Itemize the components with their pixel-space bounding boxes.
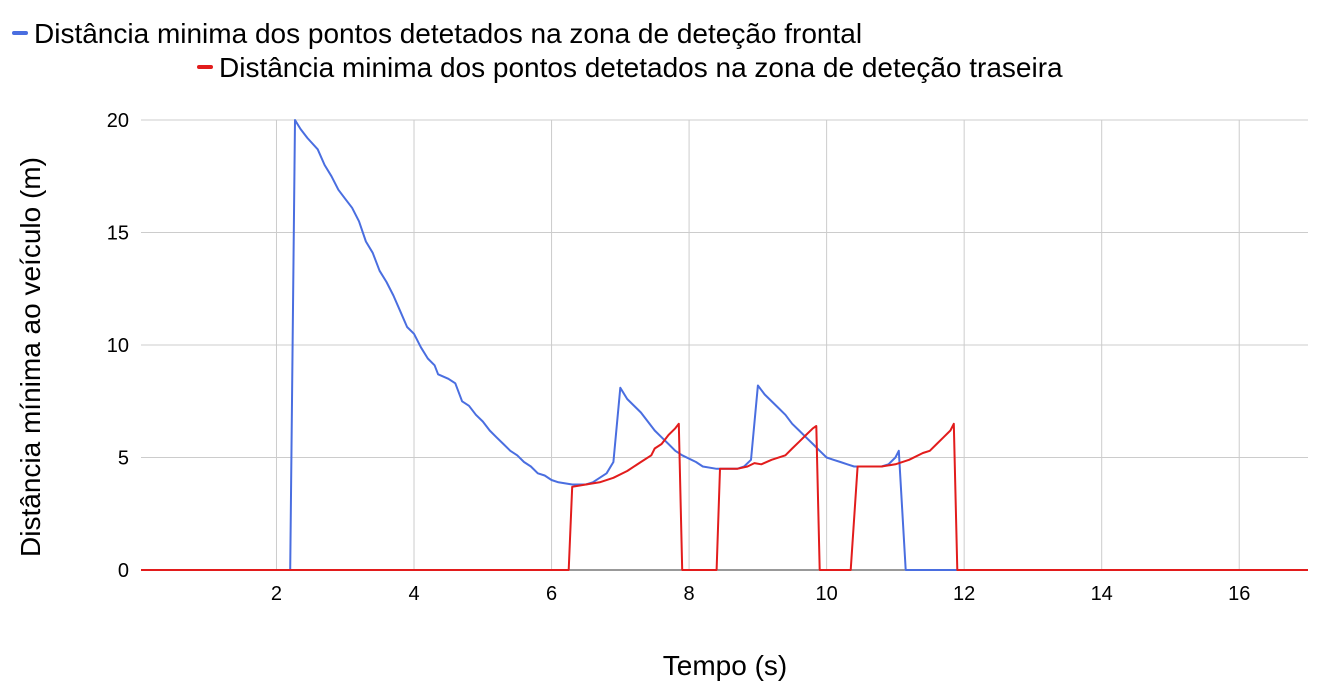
x-tick-label: 14 xyxy=(1091,583,1113,605)
series-line-traseira xyxy=(141,424,1308,570)
y-tick-label: 15 xyxy=(107,223,129,245)
y-tick-label: 5 xyxy=(118,448,129,470)
legend-entry-frontal: Distância minima dos pontos detetados na… xyxy=(34,18,862,49)
x-tick-label: 4 xyxy=(408,583,419,605)
x-tick-label: 16 xyxy=(1228,583,1250,605)
y-axis-title: Distância mínima ao veículo (m) xyxy=(15,157,46,557)
y-tick-label: 0 xyxy=(118,560,129,582)
x-tick-label: 6 xyxy=(546,583,557,605)
x-tick-label: 12 xyxy=(953,583,975,605)
grid xyxy=(141,120,1308,570)
x-tick-label: 8 xyxy=(684,583,695,605)
y-tick-label: 20 xyxy=(107,110,129,132)
x-axis-title: Tempo (s) xyxy=(663,650,787,681)
x-tick-label: 2 xyxy=(271,583,282,605)
legend-entry-traseira: Distância minima dos pontos detetados na… xyxy=(219,52,1063,83)
legend: Distância minima dos pontos detetados na… xyxy=(14,18,1063,83)
y-tick-label: 10 xyxy=(107,335,129,357)
x-tick-label: 10 xyxy=(815,583,837,605)
tick-labels: 0 5 10 15 20 2 4 6 8 10 12 14 16 xyxy=(107,110,1251,605)
